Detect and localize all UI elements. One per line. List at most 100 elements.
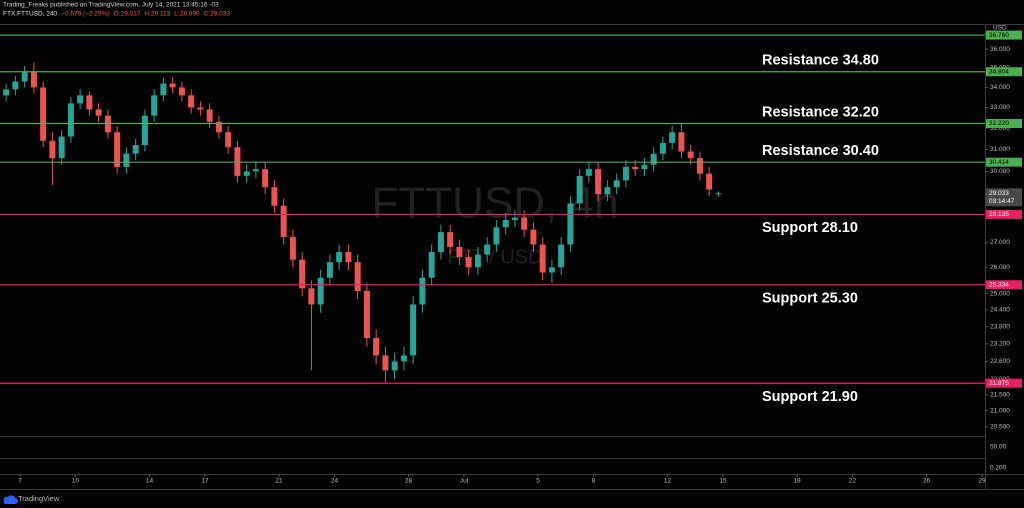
candle-body [86, 95, 93, 110]
lower-pane-label: 0.200 [990, 465, 1007, 472]
candle-body [437, 232, 444, 253]
candle-body [336, 252, 343, 263]
y-tick-label: 21.500 [990, 392, 1010, 399]
candle-body [123, 153, 130, 167]
x-tick-label: 14 [146, 478, 154, 485]
current-price-box [986, 188, 1022, 207]
x-tick-label: 21 [275, 478, 283, 485]
level-annotation: Support 28.10 [762, 220, 858, 236]
level-price-box [986, 378, 1022, 388]
level-price-label: 34.804 [989, 68, 1009, 75]
candle-body [197, 107, 204, 110]
candle-body [567, 203, 574, 245]
candle-body [252, 169, 259, 172]
header-text: O:29.017 [114, 11, 141, 18]
candle-body [3, 89, 10, 96]
level-price-box [986, 209, 1022, 219]
x-tick-label: 28 [405, 478, 413, 485]
x-tick-label: 8 [592, 478, 596, 485]
candle-body [410, 304, 417, 356]
countdown-label: 03:14:47 [989, 198, 1015, 205]
candle-body [363, 290, 370, 339]
x-tick-label: 7 [18, 478, 22, 485]
candle-body [558, 244, 565, 268]
level-price-label: 28.135 [989, 211, 1009, 218]
candle-body [530, 229, 537, 245]
y-tick-label: 33.000 [990, 104, 1010, 111]
level-price-box [986, 67, 1022, 77]
y-tick-label: 31.000 [990, 146, 1010, 153]
candle-body [95, 109, 102, 116]
candle-body [502, 220, 509, 228]
x-tick-label: 22 [849, 478, 857, 485]
y-tick-label: 23.800 [990, 323, 1010, 330]
candle-body [484, 244, 491, 255]
x-tick-label: 26 [923, 478, 931, 485]
candle-body [604, 187, 611, 195]
level-price-label: 21.875 [989, 380, 1009, 387]
publisher-line: Trading_Freaks published on TradingView.… [3, 2, 219, 9]
x-tick-label: Jul [460, 478, 469, 485]
currency-label: USD [993, 25, 1007, 32]
candle-body [77, 95, 84, 104]
current-price-label: 29.033 [989, 190, 1009, 197]
candle-body [345, 252, 352, 263]
x-tick-label: 24 [331, 478, 339, 485]
candle-body [400, 355, 407, 362]
y-tick-label: 27.000 [990, 239, 1010, 246]
x-tick-label: 10 [72, 478, 80, 485]
candle-body [206, 109, 213, 122]
candle-body [234, 147, 241, 176]
candle-body [373, 338, 380, 356]
candle-body [141, 115, 148, 146]
candle-body [225, 132, 232, 148]
candle-body [178, 87, 185, 96]
candle-body [299, 259, 306, 289]
candle-body [456, 247, 463, 258]
candle-body [595, 169, 602, 195]
candle-body [308, 288, 315, 305]
y-tick-label: 24.400 [990, 307, 1010, 314]
level-annotation: Support 25.30 [762, 291, 858, 307]
candle-body [12, 81, 19, 90]
candle-body [40, 87, 47, 141]
candle-body [419, 277, 426, 305]
x-tick-label: 15 [719, 478, 727, 485]
x-tick-label: 29 [978, 478, 986, 485]
candle-body [169, 83, 176, 88]
x-tick-label: 5 [536, 478, 540, 485]
x-tick-label: 19 [793, 478, 801, 485]
y-tick-label: 26.000 [990, 264, 1010, 271]
level-price-label: 32.220 [989, 120, 1009, 127]
level-annotation: Resistance 32.20 [762, 104, 879, 120]
candle-body [696, 158, 703, 174]
level-price-box [986, 280, 1022, 290]
level-price-box [986, 118, 1022, 128]
level-price-label: 30.414 [989, 159, 1009, 166]
y-tick-label: 36.000 [990, 46, 1010, 53]
candle-body [493, 227, 500, 245]
y-tick-label: 22.600 [990, 358, 1010, 365]
candle-body [160, 83, 167, 96]
candle-body [67, 103, 74, 137]
candle-body [715, 193, 722, 195]
candle-body [151, 95, 158, 116]
candle-body [243, 171, 250, 176]
candle-body [650, 153, 657, 165]
lower-pane-label: 50.00 [990, 444, 1007, 451]
level-price-label: 25.334 [989, 281, 1009, 288]
candle-body [382, 355, 389, 371]
candle-body [706, 173, 713, 190]
header-text: FTX:FTTUSD, 240 [3, 11, 58, 18]
candle-body [326, 262, 333, 278]
y-tick-label: 34.000 [990, 84, 1010, 91]
candle-body [132, 145, 139, 154]
level-price-box [986, 30, 1022, 40]
level-annotation: Resistance 34.80 [762, 53, 879, 69]
candle-body [391, 361, 398, 371]
header-text: −0.679 (−2.29%) [61, 11, 109, 18]
candle-body [539, 244, 546, 273]
y-tick-label: 23.200 [990, 341, 1010, 348]
level-price-box [986, 157, 1022, 167]
